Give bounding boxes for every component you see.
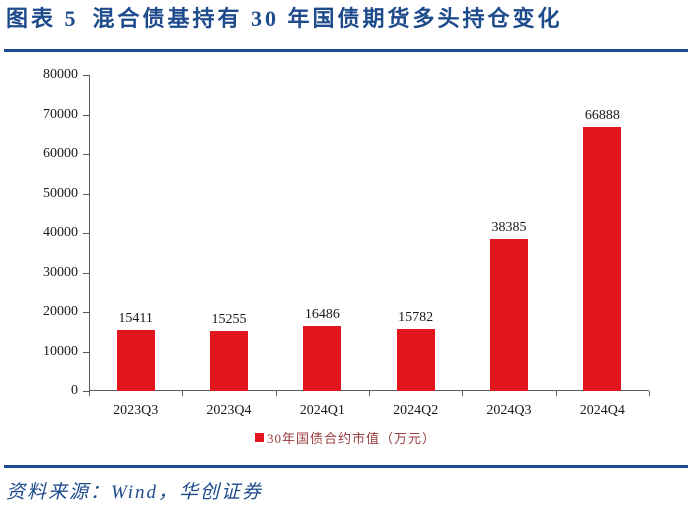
bar bbox=[583, 126, 622, 391]
chart-legend: 30年国债合约市值（万元） bbox=[0, 428, 691, 446]
x-axis-tick-label: 2024Q1 bbox=[299, 403, 345, 418]
x-axis-tick bbox=[275, 391, 277, 396]
bar-value-label: 15255 bbox=[211, 311, 247, 327]
y-axis-tick bbox=[83, 272, 89, 274]
y-axis-tick bbox=[83, 154, 89, 155]
figure-number-label: 图表 5 bbox=[6, 6, 79, 31]
x-axis-tick bbox=[369, 391, 370, 396]
bar bbox=[116, 330, 155, 391]
footer-divider bbox=[4, 465, 688, 468]
y-axis-tick-label: 50000 bbox=[43, 185, 78, 201]
x-axis-tick bbox=[649, 391, 650, 396]
y-axis-tick-label: 60000 bbox=[43, 146, 78, 161]
y-axis-tick bbox=[83, 351, 89, 353]
legend-swatch-icon bbox=[254, 432, 264, 442]
y-axis-tick-label: 20000 bbox=[43, 304, 78, 319]
x-axis-tick-label: 2024Q2 bbox=[393, 403, 439, 418]
plot-area bbox=[89, 75, 649, 391]
bar-value-label: 15782 bbox=[398, 309, 434, 325]
y-axis-tick bbox=[83, 233, 89, 234]
legend-label: 30年国债合约市值（万元） bbox=[266, 430, 436, 446]
bar bbox=[303, 325, 342, 391]
x-axis-tick bbox=[462, 391, 464, 396]
y-axis-tick-label: 70000 bbox=[43, 106, 78, 122]
y-axis-tick-label: 40000 bbox=[43, 225, 78, 240]
y-axis-tick bbox=[83, 312, 89, 313]
x-axis-tick bbox=[89, 391, 90, 396]
y-axis-tick-label: 0 bbox=[71, 383, 78, 398]
x-axis-tick-label: 2024Q4 bbox=[579, 403, 625, 418]
x-axis-tick-label: 2023Q3 bbox=[113, 403, 159, 418]
y-axis-tick bbox=[83, 114, 89, 116]
bar-value-label: 16486 bbox=[304, 306, 340, 322]
y-axis-tick-label: 10000 bbox=[43, 343, 78, 359]
title-divider bbox=[4, 49, 688, 52]
x-axis-tick bbox=[182, 391, 184, 396]
bar-value-label: 66888 bbox=[584, 107, 620, 123]
x-axis-tick-label: 2023Q4 bbox=[206, 403, 252, 418]
figure-title-text: 混合债基持有 30 年国债期货多头持仓变化 bbox=[92, 6, 563, 31]
y-axis-tick bbox=[83, 391, 89, 392]
figure-title: 图表 5 混合债基持有 30 年国债期货多头持仓变化 bbox=[6, 6, 563, 32]
bar-value-label: 38385 bbox=[491, 220, 527, 236]
y-axis-tick-label: 80000 bbox=[43, 67, 78, 82]
bar bbox=[396, 328, 435, 391]
y-axis-tick-label: 30000 bbox=[43, 264, 78, 280]
x-axis-tick bbox=[555, 391, 557, 396]
bar-value-label: 15411 bbox=[118, 311, 153, 327]
y-axis-tick bbox=[83, 193, 89, 195]
bar bbox=[490, 239, 528, 391]
x-axis-tick-label: 2024Q3 bbox=[486, 403, 532, 418]
bar bbox=[210, 330, 248, 391]
source-note: 资料来源：Wind，华创证券 bbox=[6, 482, 264, 503]
y-axis-tick bbox=[83, 75, 89, 76]
